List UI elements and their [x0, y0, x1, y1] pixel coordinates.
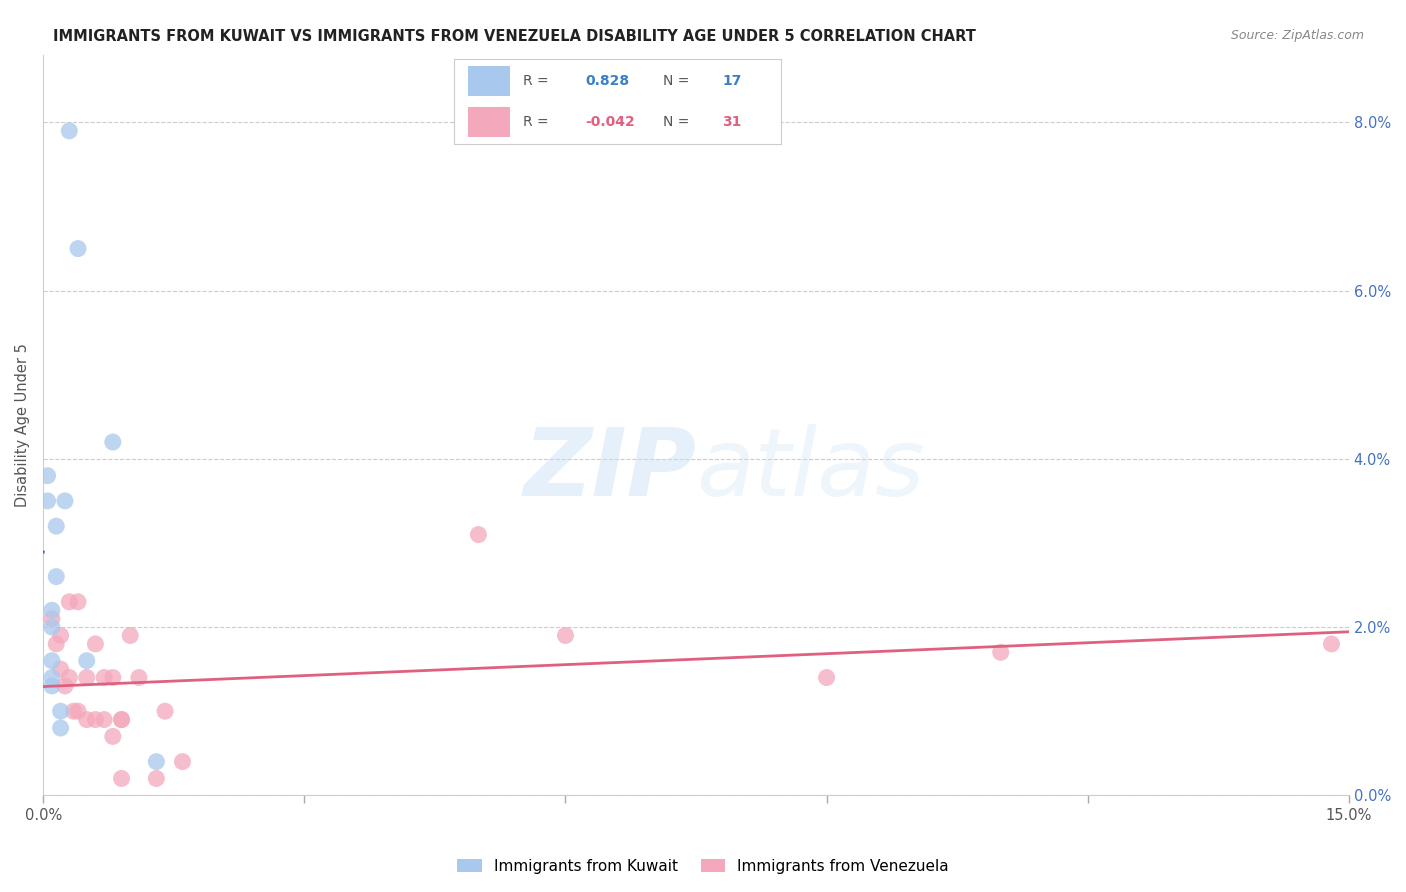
Point	[1320, 637, 1343, 651]
Point	[128, 671, 150, 685]
Point	[49, 704, 72, 718]
Point	[153, 704, 176, 718]
Text: Source: ZipAtlas.com: Source: ZipAtlas.com	[1230, 29, 1364, 42]
Point	[172, 755, 194, 769]
Point	[145, 755, 167, 769]
Point	[41, 603, 63, 617]
Point	[41, 612, 63, 626]
Point	[84, 713, 107, 727]
Point	[101, 671, 124, 685]
Point	[41, 671, 63, 685]
Point	[110, 713, 132, 727]
Point	[58, 124, 80, 138]
Point	[76, 713, 98, 727]
Point	[76, 654, 98, 668]
Point	[66, 704, 89, 718]
Point	[76, 671, 98, 685]
Point	[41, 620, 63, 634]
Point	[41, 679, 63, 693]
Point	[37, 494, 59, 508]
Point	[45, 519, 67, 533]
Point	[37, 468, 59, 483]
Point	[110, 772, 132, 786]
Point	[101, 730, 124, 744]
Text: ZIP: ZIP	[523, 424, 696, 516]
Point	[145, 772, 167, 786]
Point	[120, 628, 142, 642]
Text: atlas: atlas	[696, 424, 924, 515]
Point	[62, 704, 84, 718]
Point	[49, 721, 72, 735]
Text: IMMIGRANTS FROM KUWAIT VS IMMIGRANTS FROM VENEZUELA DISABILITY AGE UNDER 5 CORRE: IMMIGRANTS FROM KUWAIT VS IMMIGRANTS FRO…	[53, 29, 976, 44]
Legend: Immigrants from Kuwait, Immigrants from Venezuela: Immigrants from Kuwait, Immigrants from …	[451, 853, 955, 880]
Point	[45, 569, 67, 583]
Point	[58, 595, 80, 609]
Point	[66, 595, 89, 609]
Point	[41, 654, 63, 668]
Point	[84, 637, 107, 651]
Y-axis label: Disability Age Under 5: Disability Age Under 5	[15, 343, 30, 508]
Point	[45, 637, 67, 651]
Point	[93, 713, 115, 727]
Point	[66, 242, 89, 256]
Point	[101, 435, 124, 450]
Point	[58, 671, 80, 685]
Point	[49, 662, 72, 676]
Point	[53, 679, 76, 693]
Point	[93, 671, 115, 685]
Point	[990, 645, 1012, 659]
Point	[53, 494, 76, 508]
Point	[49, 628, 72, 642]
Point	[110, 713, 132, 727]
Point	[554, 628, 576, 642]
Point	[815, 671, 838, 685]
Point	[467, 527, 489, 541]
